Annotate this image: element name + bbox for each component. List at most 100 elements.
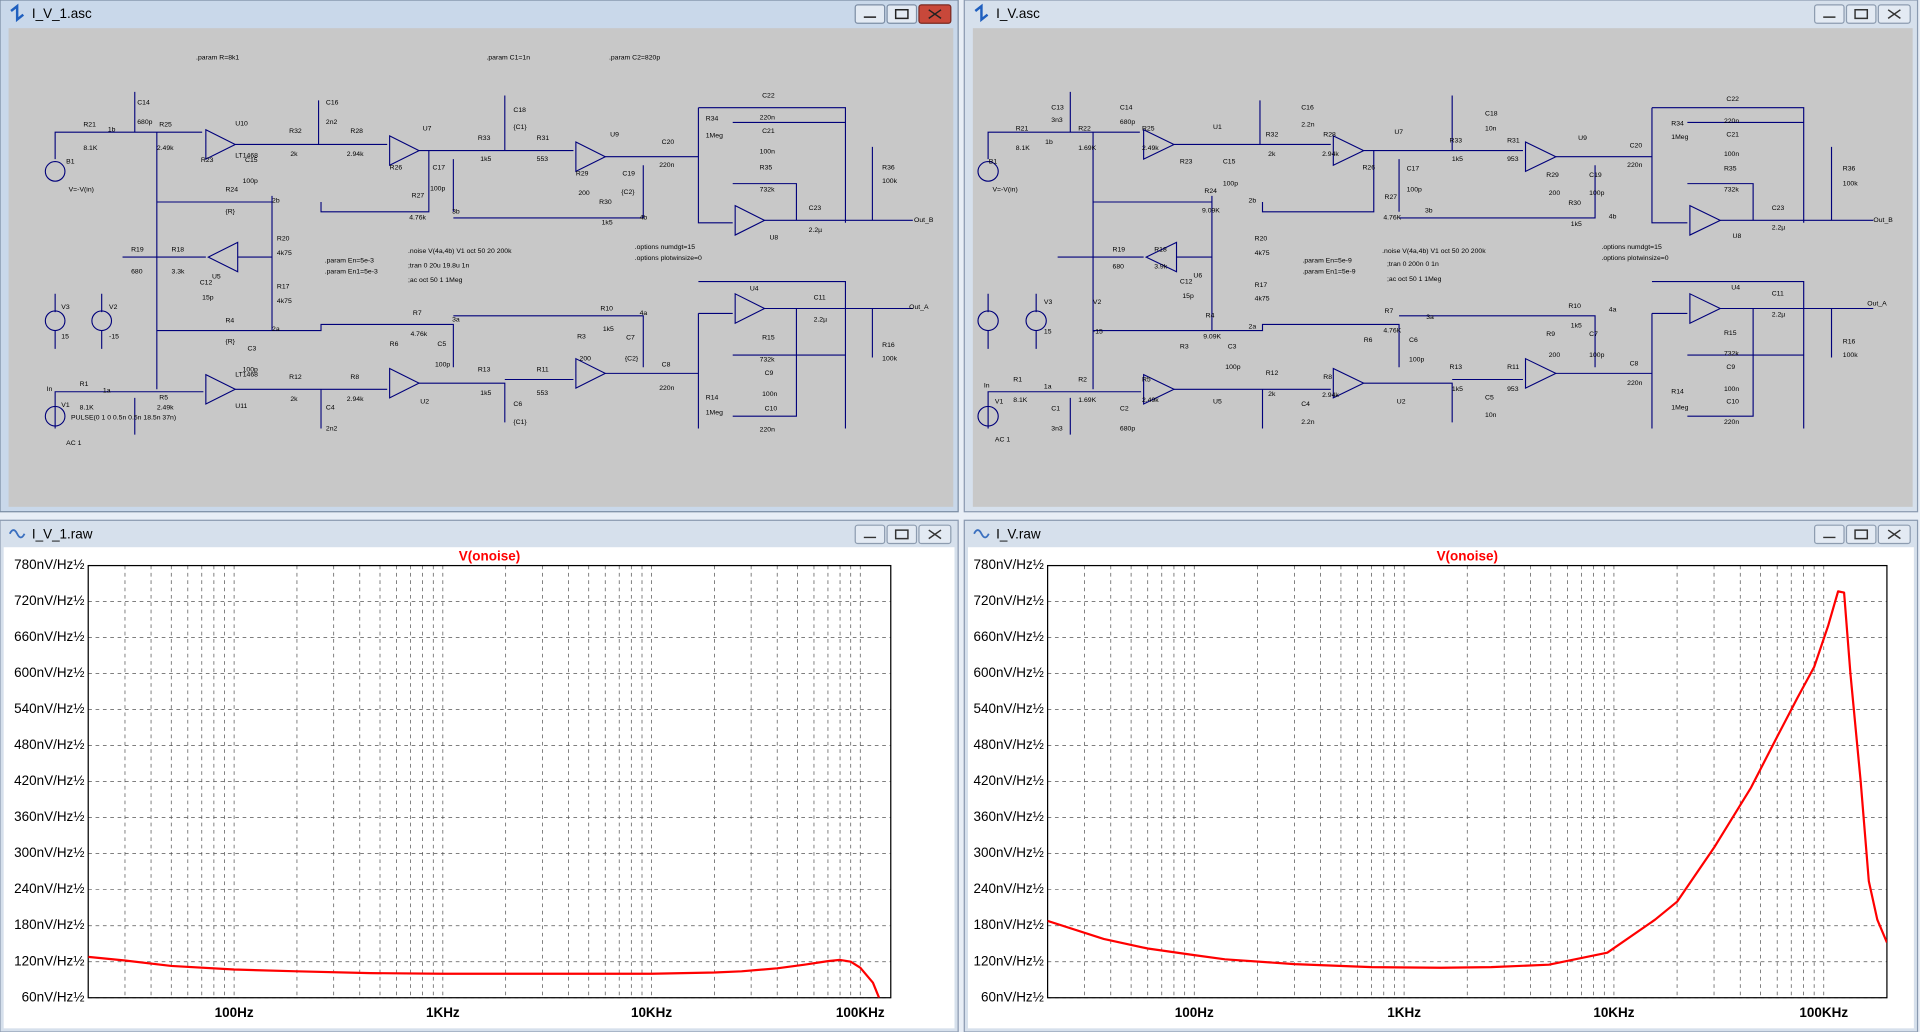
- component-label: R16: [1843, 338, 1856, 345]
- component-label: 4.76K: [1383, 215, 1401, 222]
- component-label: C14: [137, 100, 150, 107]
- component-label: C18: [1485, 111, 1498, 118]
- maximize-button[interactable]: [886, 4, 918, 24]
- y-tick-label: 660nV/Hz½: [974, 629, 1044, 644]
- component-label: R26: [1363, 165, 1376, 172]
- component-label: R4: [225, 318, 234, 325]
- component-label: 3.9k: [1154, 264, 1168, 271]
- component-label: R6: [390, 341, 399, 348]
- component-label: LT1468: [235, 152, 258, 159]
- component-label: 10n: [1485, 412, 1497, 419]
- maximize-button[interactable]: [1845, 4, 1877, 24]
- trace: [88, 955, 881, 998]
- component-label: R10: [600, 305, 613, 312]
- component-label: 2.2n: [1301, 419, 1315, 426]
- component-label: 2.49k: [157, 404, 174, 411]
- y-tick-label: 600nV/Hz½: [14, 665, 84, 680]
- y-tick-label: 420nV/Hz½: [974, 773, 1044, 788]
- minimize-button[interactable]: [1814, 524, 1845, 545]
- component-label: 2k: [1268, 151, 1276, 158]
- component-label: U5: [1213, 398, 1222, 405]
- component-label: C15: [1223, 158, 1236, 165]
- component-label: C13: [1051, 105, 1064, 112]
- plot-window: I_V.raw 100Hz 1KHz 10KHz 100KHz 60nV/Hz½ 120n…: [963, 519, 1919, 1032]
- component-label: 1Meg: [1671, 134, 1688, 141]
- component-label: .param En=5e-3: [325, 258, 374, 265]
- y-tick-label: 240nV/Hz½: [974, 881, 1044, 896]
- x-tick-label: 100KHz: [1799, 1005, 1848, 1020]
- component-label: 4b: [1609, 213, 1617, 220]
- y-tick-label: 780nV/Hz½: [14, 557, 84, 572]
- component-label: R12: [289, 374, 302, 381]
- app-icon: [973, 529, 990, 539]
- component-label: 2.94k: [1322, 151, 1339, 158]
- component-label: 9.09K: [1202, 207, 1220, 214]
- component-label: 9.09K: [1203, 333, 1221, 340]
- component-label: 100p: [1589, 352, 1604, 359]
- minimize-button[interactable]: [854, 4, 886, 24]
- component-label: 8.1K: [80, 404, 95, 411]
- component-label: .options plotwinsize=0: [635, 255, 702, 262]
- component-label: 100n: [1724, 151, 1739, 158]
- component-label: LT1468: [235, 371, 258, 378]
- x-tick-label: 100KHz: [836, 1005, 885, 1020]
- y-tick-label: 420nV/Hz½: [14, 773, 84, 788]
- component-label: R29: [1546, 172, 1559, 179]
- component-label: R21: [1016, 125, 1029, 132]
- component-label: R8: [1323, 374, 1332, 381]
- window-controls-glyphs: [863, 529, 942, 540]
- component-label: 1k5: [603, 326, 614, 333]
- component-label: R24: [225, 187, 238, 194]
- component-label: U9: [610, 131, 619, 138]
- component-label: 3.3k: [172, 269, 186, 276]
- component-label: 2k: [1268, 391, 1276, 398]
- minimize-button[interactable]: [1814, 4, 1845, 24]
- component-label: R32: [289, 128, 302, 135]
- component-label: R1: [1013, 376, 1022, 383]
- component-label: .param En1=5e-3: [325, 269, 378, 276]
- component-label: C10: [1726, 398, 1739, 405]
- component-label: R35: [760, 165, 773, 172]
- maximize-button[interactable]: [886, 524, 918, 545]
- component-label: 1Meg: [1671, 404, 1688, 411]
- component-label: .options plotwinsize=0: [1601, 255, 1668, 262]
- component-label: .param C1=1n: [486, 54, 530, 61]
- component-label: U10: [235, 120, 248, 127]
- maximize-button[interactable]: [1845, 524, 1877, 545]
- component-label: C17: [433, 165, 446, 172]
- component-label: 680p: [137, 119, 152, 126]
- component-label: C9: [1726, 364, 1735, 371]
- component-label: C7: [626, 335, 635, 342]
- component-label: 4.76K: [1383, 327, 1401, 334]
- window-title: I_V_1.asc: [32, 6, 92, 21]
- component-label: U7: [423, 125, 432, 132]
- component-label: 2.49k: [1142, 145, 1159, 152]
- component-label: R10: [1568, 303, 1581, 310]
- y-tick-label: 480nV/Hz½: [974, 737, 1044, 752]
- component-label: R27: [412, 193, 425, 200]
- component-label: 100p: [243, 367, 258, 374]
- component-label: 3n3: [1051, 117, 1063, 124]
- component-label: 732k: [1724, 187, 1739, 194]
- component-label: .noise V(4a,4b) V1 oct 50 20 200k: [1382, 248, 1486, 255]
- component-label: U7: [1394, 129, 1403, 136]
- y-tick-label: 360nV/Hz½: [974, 809, 1044, 824]
- component-label: 2.2µ: [1772, 225, 1786, 232]
- component-label: 200: [1549, 352, 1561, 359]
- component-label: 8.1K: [83, 145, 98, 152]
- component-label: 4b: [640, 215, 648, 222]
- component-label: 200: [578, 190, 590, 197]
- y-tick-label: 60nV/Hz½: [981, 989, 1044, 1004]
- component-label: 4k75: [1255, 296, 1270, 303]
- component-label: R16: [882, 342, 895, 349]
- minimize-button[interactable]: [854, 524, 886, 545]
- component-label: C10: [765, 406, 778, 413]
- component-label: 220n: [1724, 419, 1739, 426]
- component-label: .noise V(4a,4b) V1 oct 50 20 200k: [408, 248, 512, 255]
- component-label: C4: [1301, 401, 1310, 408]
- component-label: 680p: [1120, 119, 1135, 126]
- component-label: 1k5: [480, 390, 491, 397]
- component-label: U8: [769, 234, 778, 241]
- component-label: C3: [248, 346, 257, 353]
- y-tick-label: 300nV/Hz½: [974, 845, 1044, 860]
